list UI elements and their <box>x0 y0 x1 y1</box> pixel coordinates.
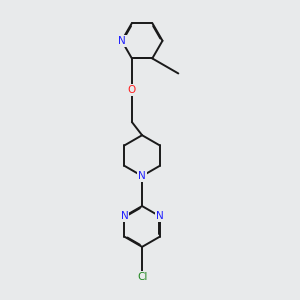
Text: Cl: Cl <box>137 272 147 282</box>
Text: N: N <box>121 211 128 221</box>
Text: N: N <box>156 211 164 221</box>
Text: O: O <box>128 85 136 95</box>
Text: N: N <box>118 36 126 46</box>
Text: N: N <box>138 171 146 181</box>
